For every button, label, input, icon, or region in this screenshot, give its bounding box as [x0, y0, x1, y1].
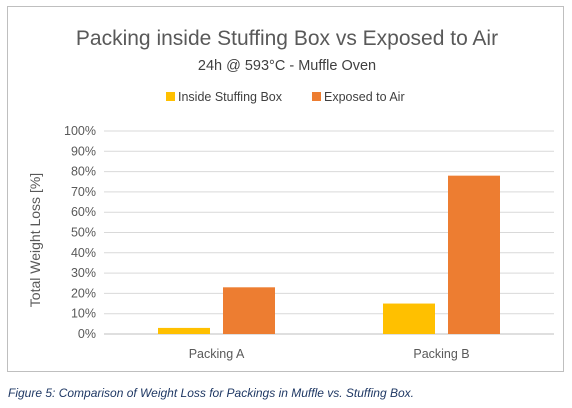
- x-tick-label: Packing A: [189, 347, 245, 361]
- bar-packing-b-inside-stuffing-box: [383, 303, 435, 334]
- bar-packing-a-exposed-to-air: [223, 287, 275, 334]
- y-tick-label: 0%: [78, 327, 96, 341]
- legend-swatch-exposed-to-air: [312, 92, 321, 101]
- y-tick-label: 60%: [71, 205, 96, 219]
- x-axis-ticks: Packing A Packing B: [189, 347, 470, 361]
- legend-swatch-inside-stuffing-box: [166, 92, 175, 101]
- y-tick-label: 50%: [71, 226, 96, 240]
- y-axis-ticks: 0% 10% 20% 30% 40% 50% 60% 70% 80% 90% 100%: [64, 124, 96, 341]
- bar-packing-a-inside-stuffing-box: [158, 327, 210, 334]
- legend-label-exposed-to-air: Exposed to Air: [324, 90, 405, 104]
- y-tick-label: 70%: [71, 185, 96, 199]
- y-tick-label: 10%: [71, 307, 96, 321]
- y-tick-label: 20%: [71, 286, 96, 300]
- bar-packing-b-exposed-to-air: [448, 175, 500, 334]
- y-tick-label: 30%: [71, 266, 96, 280]
- gridlines: [104, 130, 554, 335]
- x-tick-label: Packing B: [413, 347, 469, 361]
- chart-title: Packing inside Stuffing Box vs Exposed t…: [76, 27, 498, 50]
- bar-chart: Packing inside Stuffing Box vs Exposed t…: [27, 27, 554, 361]
- bars: [158, 175, 500, 334]
- y-tick-label: 90%: [71, 144, 96, 158]
- chart-subtitle: 24h @ 593°C - Muffle Oven: [198, 58, 376, 74]
- chart-container: Packing inside Stuffing Box vs Exposed t…: [7, 6, 564, 372]
- y-axis-label: Total Weight Loss [%]: [27, 173, 43, 307]
- legend-label-inside-stuffing-box: Inside Stuffing Box: [178, 90, 283, 104]
- y-tick-label: 40%: [71, 246, 96, 260]
- legend: Inside Stuffing Box Exposed to Air: [166, 90, 405, 104]
- figure-caption: Figure 5: Comparison of Weight Loss for …: [8, 386, 414, 400]
- y-tick-label: 80%: [71, 165, 96, 179]
- y-tick-label: 100%: [64, 124, 96, 138]
